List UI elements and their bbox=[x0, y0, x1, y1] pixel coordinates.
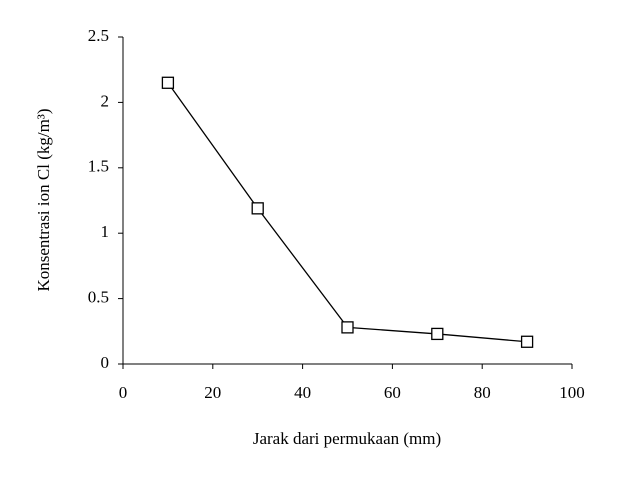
x-tick-label: 20 bbox=[204, 383, 221, 402]
marker bbox=[161, 76, 175, 89]
x-tick-label: 40 bbox=[294, 383, 311, 402]
series-line bbox=[167, 82, 528, 343]
y-axis-label: Konsentrasi ion Cl (kg/m³) bbox=[34, 108, 53, 291]
x-axis-label: Jarak dari permukaan (mm) bbox=[253, 429, 441, 448]
marker bbox=[520, 335, 534, 348]
x-tick-label: 60 bbox=[384, 383, 401, 402]
y-tick-label: 1 bbox=[101, 222, 110, 241]
y-tick-label: 2 bbox=[101, 91, 110, 110]
y-tick-label: 2.5 bbox=[88, 26, 109, 45]
x-tick-label: 80 bbox=[474, 383, 491, 402]
x-tick-label: 100 bbox=[559, 383, 585, 402]
marker bbox=[341, 321, 354, 334]
y-tick-label: 0.5 bbox=[88, 288, 109, 307]
y-tick-label: 1.5 bbox=[88, 157, 109, 176]
marker bbox=[431, 327, 444, 341]
x-tick-label: 0 bbox=[119, 383, 128, 402]
marker bbox=[251, 202, 264, 215]
y-tick-label: 0 bbox=[101, 353, 110, 372]
